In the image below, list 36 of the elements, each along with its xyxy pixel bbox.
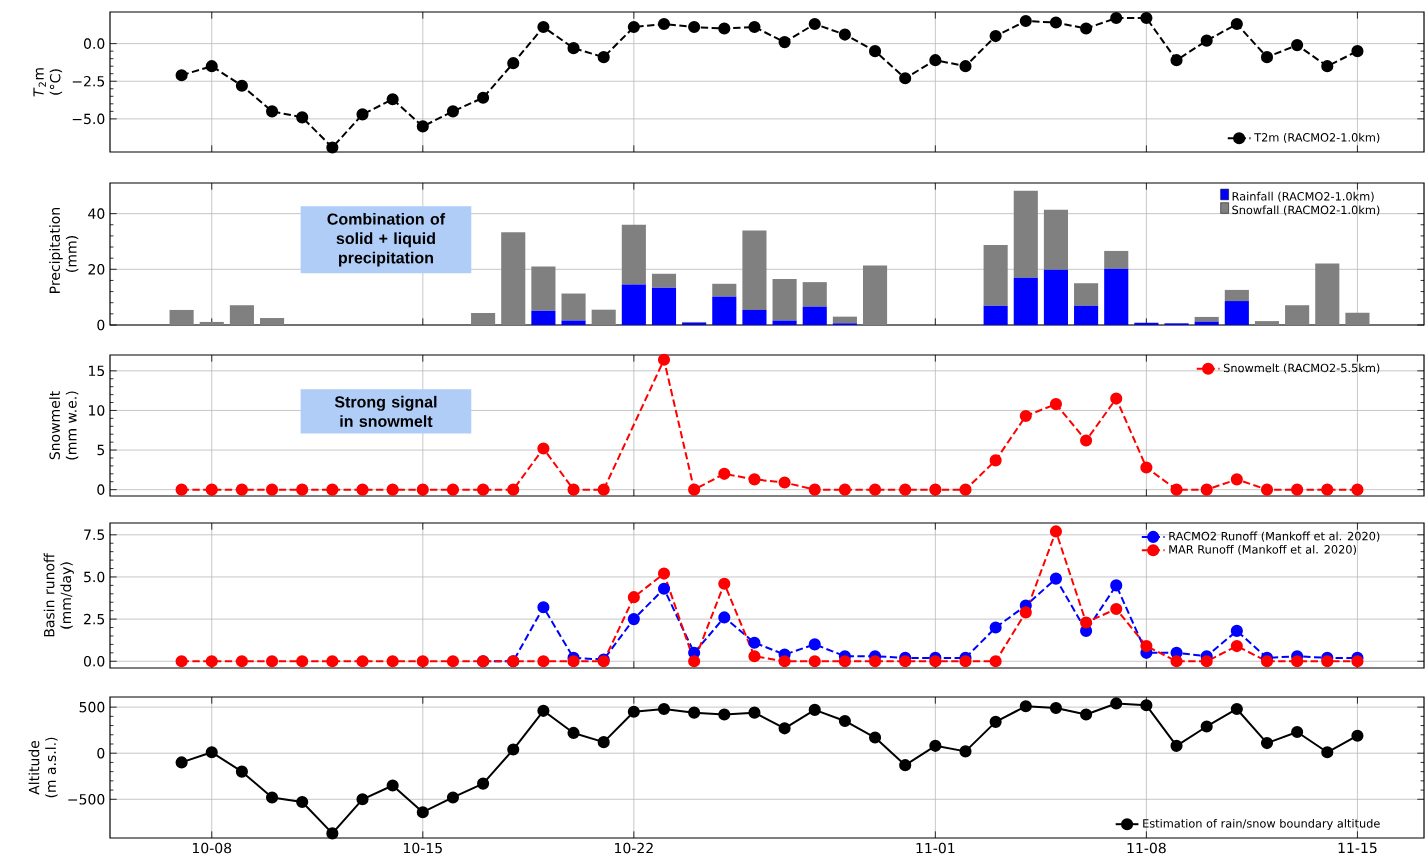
y-tick-label: 15 <box>89 365 105 377</box>
y-tick-label: 20 <box>88 264 105 275</box>
y-tick-label: 0 <box>97 747 105 759</box>
legend-label: Snowfall (RACMO2-1.0km) <box>1232 205 1380 216</box>
y-tick-label: −5.0 <box>72 113 105 125</box>
x-tick-label: 11-08 <box>1127 842 1166 854</box>
annotation: Strong signal in snowmelt <box>334 395 437 427</box>
y-tick-label: 40 <box>88 208 105 219</box>
legend-label: Snowmelt (RACMO2-5.5km) <box>1223 363 1380 374</box>
y-tick-label: 500 <box>79 701 105 713</box>
y-tick-label: 5.0 <box>84 571 105 583</box>
y-axis-title: Snowmelt (mm w.e.) <box>49 391 79 460</box>
y-axis-title: Basin runoff (mm/day) <box>43 553 74 637</box>
legend-label: T2m (RACMO2-1.0km) <box>1254 132 1380 144</box>
y-axis-title: Precipitation (mm) <box>49 208 79 293</box>
legend-label: Rainfall (RACMO2-1.0km) <box>1232 191 1374 202</box>
y-tick-label: −500 <box>68 793 105 805</box>
y-tick-label: 0.0 <box>83 38 105 49</box>
x-tick-label: 10-08 <box>192 842 232 854</box>
legend-label: MAR Runoff (Mankoff et al. 2020) <box>1169 544 1356 555</box>
x-tick-label: 10-15 <box>403 842 442 854</box>
x-tick-label: 10-22 <box>615 842 653 854</box>
legend-label: RACMO2 Runoff (Mankoff et al. 2020) <box>1169 531 1380 542</box>
y-axis-title: Altitude (m a.s.l.) <box>28 737 58 798</box>
x-tick-label: 11-15 <box>1338 842 1377 854</box>
y-tick-label: 2.5 <box>84 613 105 625</box>
y-tick-label: 0 <box>97 319 105 331</box>
y-tick-label: −2.5 <box>72 75 105 87</box>
legend-label: Estimation of rain/snow boundary altitude <box>1143 818 1380 830</box>
annotation: Combination of solid + liquid precipitation <box>327 213 446 267</box>
y-tick-label: 7.5 <box>84 529 105 540</box>
y-tick-label: 10 <box>89 405 105 416</box>
x-tick-label: 11-01 <box>916 842 955 854</box>
y-tick-label: 0.0 <box>83 655 105 667</box>
y-tick-label: 0 <box>97 484 105 495</box>
y-tick-label: 5 <box>97 444 105 456</box>
